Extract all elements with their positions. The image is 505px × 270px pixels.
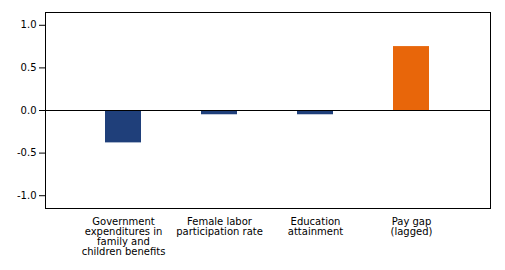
svg-text:Governmentexpenditures infamil: Governmentexpenditures infamily andchild… [82,216,166,257]
svg-text:Female laborparticipation rate: Female laborparticipation rate [176,216,263,237]
svg-text:0.5: 0.5 [21,62,37,73]
svg-text:-0.5: -0.5 [17,147,37,158]
svg-text:0.0: 0.0 [21,105,37,116]
svg-text:-1.0: -1.0 [17,190,37,201]
svg-text:Pay gap(lagged): Pay gap(lagged) [391,216,433,237]
svg-text:1.0: 1.0 [21,19,37,30]
svg-text:Educationattainment: Educationattainment [288,216,343,237]
